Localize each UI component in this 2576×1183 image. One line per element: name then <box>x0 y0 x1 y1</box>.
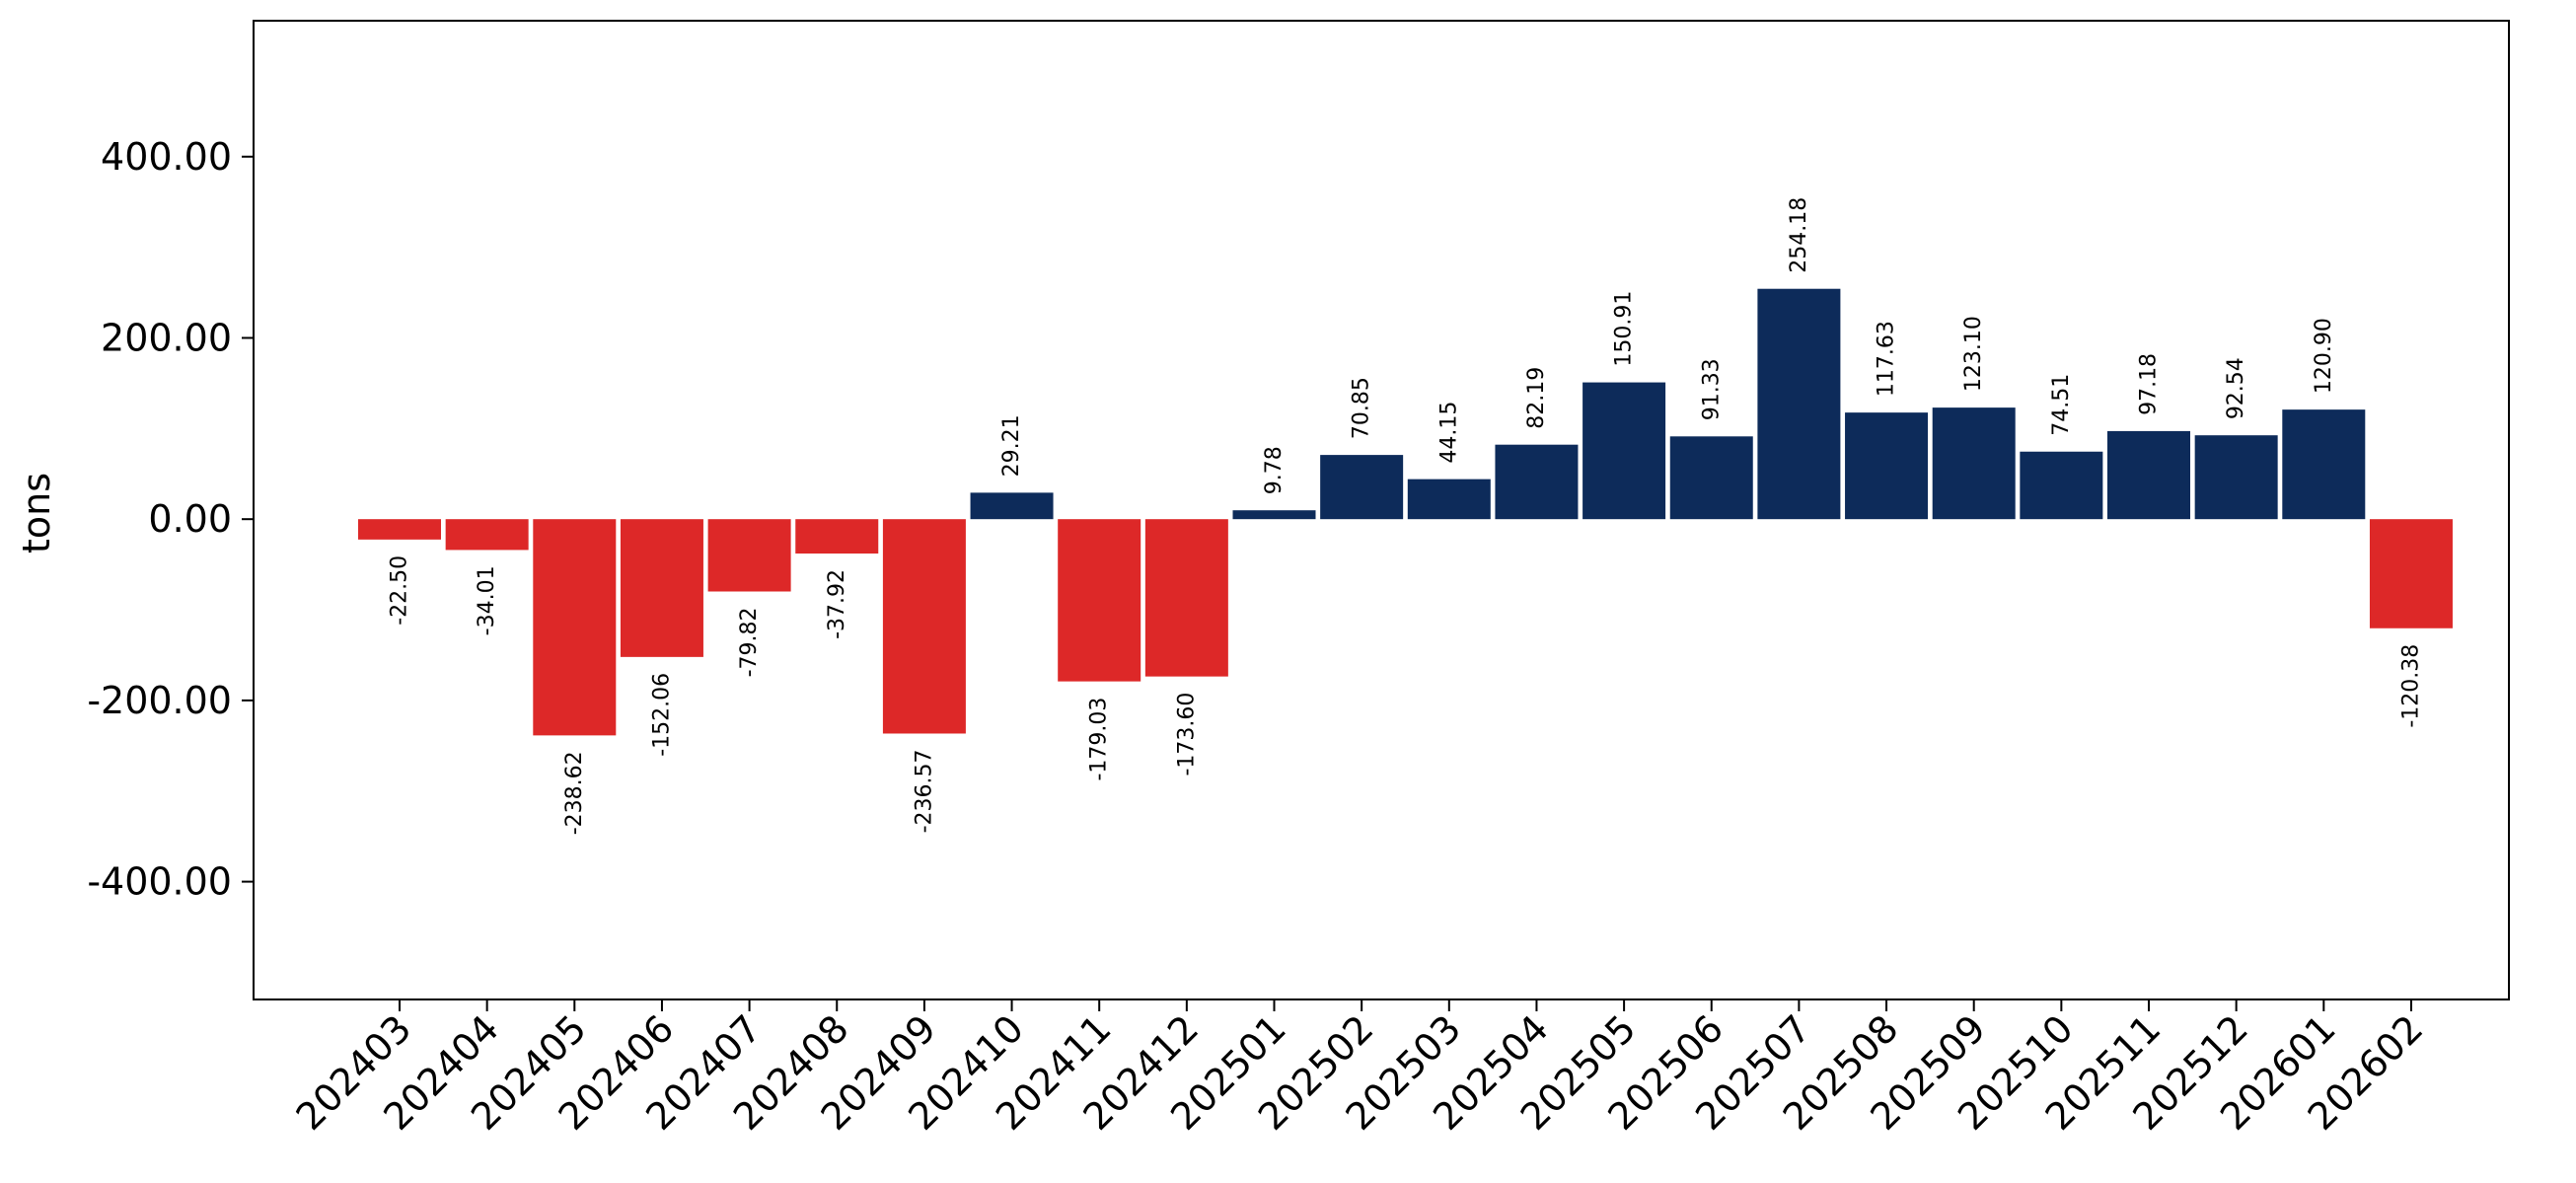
bar-202506 <box>1669 436 1753 520</box>
bar-202503 <box>1407 479 1491 520</box>
bar-202411 <box>1058 519 1141 682</box>
bar-202407 <box>707 519 791 592</box>
y-tick-label: -200.00 <box>87 679 232 722</box>
bar-202505 <box>1582 382 1666 520</box>
bar-value-label: -22.50 <box>388 555 412 626</box>
bar-202501 <box>1232 510 1316 520</box>
bar-value-label: -37.92 <box>825 569 849 639</box>
bar-202512 <box>2194 435 2278 520</box>
bar-value-label: 82.19 <box>1524 367 1549 429</box>
bar-202511 <box>2107 430 2190 520</box>
bar-value-label: -152.06 <box>649 673 674 757</box>
bar-202601 <box>2282 409 2366 520</box>
y-tick-label: 400.00 <box>101 135 232 179</box>
bar-202509 <box>1932 407 2016 520</box>
bars-group <box>358 288 2453 736</box>
plot-frame <box>253 20 2510 1000</box>
bar-value-label: 91.33 <box>1699 358 1724 420</box>
bar-value-label: 44.15 <box>1436 402 1461 464</box>
y-axis: 400.00 200.00 0.00 -200.00 -400.00 <box>87 135 254 904</box>
bar-value-label: 254.18 <box>1787 197 1811 273</box>
bar-value-label: 92.54 <box>2224 357 2248 419</box>
bar-value-label: -236.57 <box>912 749 936 833</box>
y-axis-title: tons <box>15 473 58 554</box>
bar-202408 <box>795 519 879 555</box>
bar-202403 <box>358 519 441 540</box>
bar-value-label: 120.90 <box>2312 318 2336 394</box>
bar-value-label: 123.10 <box>1961 316 1986 392</box>
bar-value-label: 9.78 <box>1262 446 1287 494</box>
bar-202405 <box>533 519 617 736</box>
bar-202507 <box>1757 288 1841 520</box>
bar-labels-group: -22.50 -34.01 -238.62 -152.06 -79.82 -37.92 -2… <box>388 197 2424 836</box>
bar-202510 <box>2020 451 2103 520</box>
y-tick-label: 0.00 <box>148 497 232 541</box>
bar-value-label: -79.82 <box>737 608 762 678</box>
x-axis: 2024032024042024052024062024072024082024… <box>288 999 2431 1139</box>
bar-value-label: 150.91 <box>1612 291 1637 367</box>
bar-value-label: 29.21 <box>999 414 1024 477</box>
bar-value-label: -120.38 <box>2398 644 2423 728</box>
y-tick-label: -400.00 <box>87 860 232 904</box>
bar-value-label: 74.51 <box>2049 374 2074 436</box>
bar-202602 <box>2369 519 2453 628</box>
bar-202410 <box>970 492 1054 520</box>
bar-value-label: 117.63 <box>1875 321 1899 397</box>
y-tick-label: 200.00 <box>101 316 232 359</box>
bar-value-label: 97.18 <box>2137 353 2162 415</box>
bar-value-label: -179.03 <box>1087 698 1112 781</box>
bar-value-label: 70.85 <box>1350 377 1374 439</box>
bar-202508 <box>1845 412 1929 520</box>
bar-value-label: -173.60 <box>1174 693 1199 776</box>
bar-202504 <box>1495 444 1579 520</box>
bar-value-label: -34.01 <box>475 565 499 635</box>
bar-202409 <box>882 519 966 734</box>
bar-value-label: -238.62 <box>562 751 587 835</box>
bar-202406 <box>620 519 703 657</box>
bar-202412 <box>1144 519 1228 677</box>
bar-202502 <box>1320 455 1404 520</box>
bar-202404 <box>445 519 529 551</box>
